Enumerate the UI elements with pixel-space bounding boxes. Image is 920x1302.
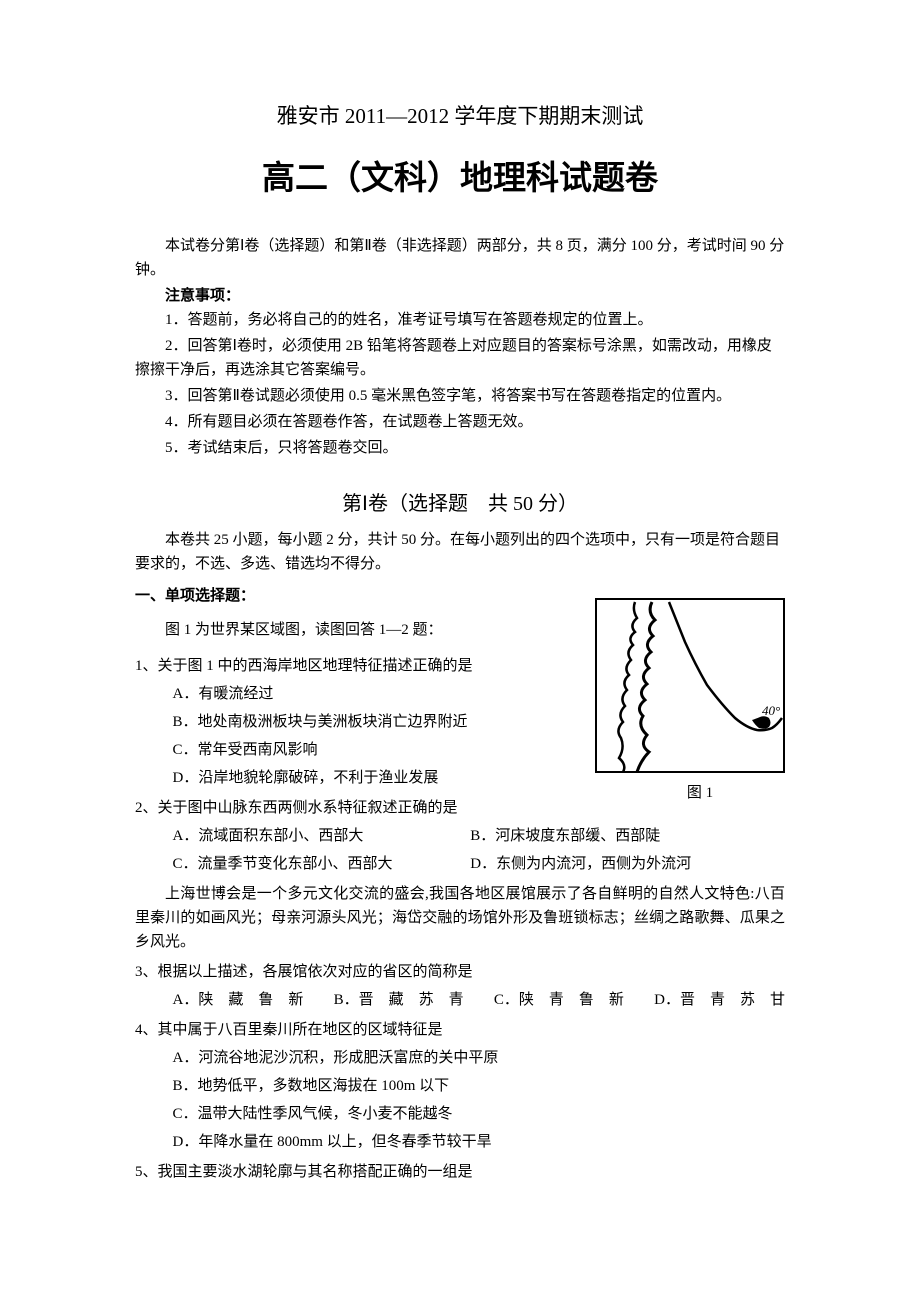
notice-item-5: 5．考试结束后，只将答题卷交回。 <box>135 436 785 460</box>
notice-item-4: 4．所有题目必须在答题卷作答，在试题卷上答题无效。 <box>135 410 785 434</box>
notice-item-2: 2．回答第Ⅰ卷时，必须使用 2B 铅笔将答题卷上对应题目的答案标号涂黑，如需改动… <box>135 334 785 382</box>
figure-1-map: 40° <box>595 598 785 773</box>
q5-stem: 5、我国主要淡水湖轮廓与其名称搭配正确的一组是 <box>135 1160 785 1184</box>
question-3: 3、根据以上描述，各展馆依次对应的省区的简称是 A．陕 藏 鲁 新 B．晋 藏 … <box>135 960 785 1012</box>
q3-option-b: B．晋 藏 苏 青 <box>334 988 464 1012</box>
q2-option-d: D．东侧为内流河，西侧为外流河 <box>470 852 764 876</box>
svg-text:40°: 40° <box>762 703 780 718</box>
q3-option-a: A．陕 藏 鲁 新 <box>173 988 304 1012</box>
notice-label: 注意事项： <box>135 284 785 308</box>
question-4: 4、其中属于八百里秦川所在地区的区域特征是 A．河流谷地泥沙沉积，形成肥沃富庶的… <box>135 1018 785 1154</box>
figure-1-caption: 图 1 <box>595 781 805 805</box>
q3-option-c: C．陕 青 鲁 新 <box>494 988 624 1012</box>
q4-stem: 4、其中属于八百里秦川所在地区的区域特征是 <box>135 1018 785 1042</box>
figure-1-container: 40° 图 1 <box>595 598 805 805</box>
q4-option-d: D．年降水量在 800mm 以上，但冬春季节较干旱 <box>135 1130 785 1154</box>
exam-main-title: 高二（文科）地理科试题卷 <box>135 152 785 205</box>
part1-title: 第Ⅰ卷（选择题 共 50 分） <box>135 488 785 520</box>
expo-context: 上海世博会是一个多元文化交流的盛会,我国各地区展馆展示了各自鲜明的自然人文特色:… <box>135 882 785 954</box>
exam-intro: 本试卷分第Ⅰ卷（选择题）和第Ⅱ卷（非选择题）两部分，共 8 页，满分 100 分… <box>135 234 785 282</box>
part1-desc: 本卷共 25 小题，每小题 2 分，共计 50 分。在每小题列出的四个选项中，只… <box>135 528 785 576</box>
exam-header-line: 雅安市 2011—2012 学年度下期期末测试 <box>135 100 785 134</box>
q4-option-b: B．地势低平，多数地区海拔在 100m 以下 <box>135 1074 785 1098</box>
notice-item-3: 3．回答第Ⅱ卷试题必须使用 0.5 毫米黑色签字笔，将答案书写在答题卷指定的位置… <box>135 384 785 408</box>
q2-option-b: B．河床坡度东部缓、西部陡 <box>470 824 764 848</box>
q4-option-a: A．河流谷地泥沙沉积，形成肥沃富庶的关中平原 <box>135 1046 785 1070</box>
q2-option-a: A．流域面积东部小、西部大 <box>173 824 467 848</box>
question-5: 5、我国主要淡水湖轮廓与其名称搭配正确的一组是 <box>135 1160 785 1184</box>
q4-option-c: C．温带大陆性季风气候，冬小麦不能越冬 <box>135 1102 785 1126</box>
q2-option-c: C．流量季节变化东部小、西部大 <box>173 852 467 876</box>
q3-option-d: D．晋 青 苏 甘 <box>654 988 785 1012</box>
question-2: 2、关于图中山脉东西两侧水系特征叙述正确的是 A．流域面积东部小、西部大 B．河… <box>135 796 785 876</box>
q3-stem: 3、根据以上描述，各展馆依次对应的省区的简称是 <box>135 960 785 984</box>
notice-item-1: 1．答题前，务必将自己的的姓名，准考证号填写在答题卷规定的位置上。 <box>135 308 785 332</box>
